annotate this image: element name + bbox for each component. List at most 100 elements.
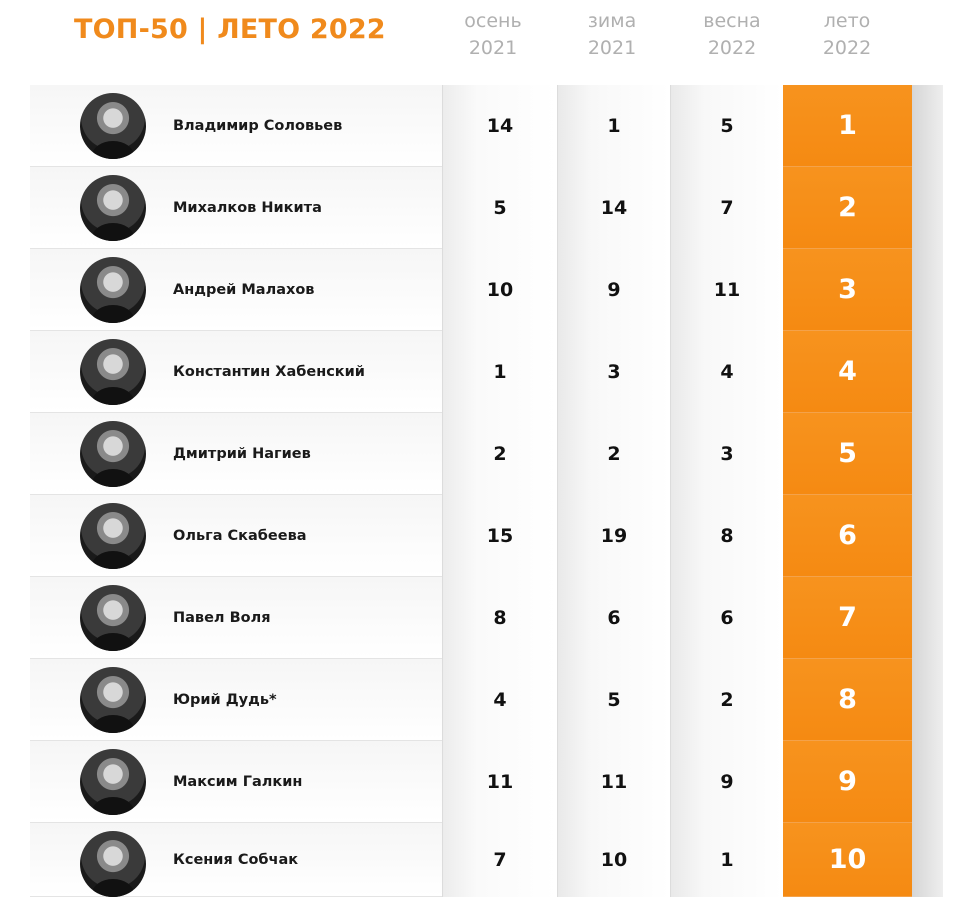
avatar [80, 831, 146, 897]
rank-summer-2022: 5 [783, 413, 912, 495]
row-edge [912, 413, 943, 495]
rank-spring-2022: 4 [670, 331, 783, 413]
rank-summer-2022: 1 [783, 85, 912, 167]
person-name: Ксения Собчак [173, 851, 299, 868]
name-cell: Ксения Собчак [30, 823, 442, 897]
rank-spring-2022: 3 [670, 413, 783, 495]
rank-winter-2021: 6 [557, 577, 670, 659]
column-header-year: 2021 [468, 37, 518, 59]
avatar [80, 503, 146, 569]
rank-summer-2022: 3 [783, 249, 912, 331]
person-name: Максим Галкин [173, 773, 303, 790]
column-header-spring-2022: весна 2022 [691, 8, 773, 62]
column-header-autumn-2021: осень 2021 [452, 8, 534, 62]
rank-winter-2021: 3 [557, 331, 670, 413]
rank-summer-2022: 6 [783, 495, 912, 577]
rank-autumn-2021: 10 [442, 249, 557, 331]
table-row: Юрий Дудь* 4 5 2 8 [30, 659, 943, 741]
table-row: Константин Хабенский 1 3 4 4 [30, 331, 943, 413]
rank-autumn-2021: 15 [442, 495, 557, 577]
avatar [80, 175, 146, 241]
person-name: Павел Воля [173, 609, 271, 626]
rank-summer-2022: 9 [783, 741, 912, 823]
rank-winter-2021: 11 [557, 741, 670, 823]
name-cell: Андрей Малахов [30, 249, 442, 331]
row-edge [912, 249, 943, 331]
row-edge [912, 741, 943, 823]
rank-winter-2021: 1 [557, 85, 670, 167]
table-row: Владимир Соловьев 14 1 5 1 [30, 85, 943, 167]
column-header-year: 2021 [587, 37, 637, 59]
rank-autumn-2021: 2 [442, 413, 557, 495]
rank-summer-2022: 10 [783, 823, 912, 897]
rank-autumn-2021: 8 [442, 577, 557, 659]
avatar [80, 585, 146, 651]
rank-winter-2021: 19 [557, 495, 670, 577]
rank-autumn-2021: 1 [442, 331, 557, 413]
table-row: Ксения Собчак 7 10 1 10 [30, 823, 943, 897]
row-edge [912, 331, 943, 413]
rank-autumn-2021: 5 [442, 167, 557, 249]
page-title: ТОП-50 | ЛЕТО 2022 [74, 14, 386, 45]
table-row: Андрей Малахов 10 9 11 3 [30, 249, 943, 331]
rank-spring-2022: 6 [670, 577, 783, 659]
rank-winter-2021: 10 [557, 823, 670, 897]
avatar [80, 667, 146, 733]
rank-winter-2021: 14 [557, 167, 670, 249]
rank-autumn-2021: 7 [442, 823, 557, 897]
table-row: Павел Воля 8 6 6 7 [30, 577, 943, 659]
rank-summer-2022: 8 [783, 659, 912, 741]
person-name: Владимир Соловьев [173, 117, 343, 134]
rank-winter-2021: 9 [557, 249, 670, 331]
avatar [80, 257, 146, 323]
column-header-season: лето [823, 10, 871, 32]
row-edge [912, 823, 943, 897]
rank-spring-2022: 5 [670, 85, 783, 167]
rank-spring-2022: 8 [670, 495, 783, 577]
name-cell: Михалков Никита [30, 167, 442, 249]
name-cell: Дмитрий Нагиев [30, 413, 442, 495]
avatar [80, 93, 146, 159]
name-cell: Максим Галкин [30, 741, 442, 823]
avatar [80, 749, 146, 815]
rank-summer-2022: 7 [783, 577, 912, 659]
rank-autumn-2021: 11 [442, 741, 557, 823]
rank-winter-2021: 2 [557, 413, 670, 495]
column-header-winter-2021: зима 2021 [571, 8, 653, 62]
rank-winter-2021: 5 [557, 659, 670, 741]
row-edge [912, 167, 943, 249]
row-edge [912, 495, 943, 577]
person-name: Ольга Скабеева [173, 527, 307, 544]
row-edge [912, 659, 943, 741]
rank-summer-2022: 2 [783, 167, 912, 249]
column-header-summer-2022: лето 2022 [806, 8, 888, 62]
person-name: Андрей Малахов [173, 281, 315, 298]
person-name: Дмитрий Нагиев [173, 445, 311, 462]
column-header-season: осень [464, 10, 522, 32]
table-row: Дмитрий Нагиев 2 2 3 5 [30, 413, 943, 495]
avatar [80, 339, 146, 405]
person-name: Константин Хабенский [173, 363, 365, 380]
name-cell: Павел Воля [30, 577, 442, 659]
name-cell: Юрий Дудь* [30, 659, 442, 741]
ranking-table: Владимир Соловьев 14 1 5 1 Михалков Ники… [30, 85, 943, 897]
table-row: Ольга Скабеева 15 19 8 6 [30, 495, 943, 577]
rank-autumn-2021: 14 [442, 85, 557, 167]
row-edge [912, 85, 943, 167]
table-row: Михалков Никита 5 14 7 2 [30, 167, 943, 249]
rank-spring-2022: 1 [670, 823, 783, 897]
name-cell: Владимир Соловьев [30, 85, 442, 167]
rank-spring-2022: 9 [670, 741, 783, 823]
rank-summer-2022: 4 [783, 331, 912, 413]
rank-spring-2022: 11 [670, 249, 783, 331]
person-name: Юрий Дудь* [173, 691, 277, 708]
table-row: Максим Галкин 11 11 9 9 [30, 741, 943, 823]
column-header-year: 2022 [822, 37, 872, 59]
name-cell: Константин Хабенский [30, 331, 442, 413]
column-header-season: весна [703, 10, 761, 32]
column-header-season: зима [587, 10, 637, 32]
avatar [80, 421, 146, 487]
rank-spring-2022: 2 [670, 659, 783, 741]
rank-spring-2022: 7 [670, 167, 783, 249]
person-name: Михалков Никита [173, 199, 322, 216]
